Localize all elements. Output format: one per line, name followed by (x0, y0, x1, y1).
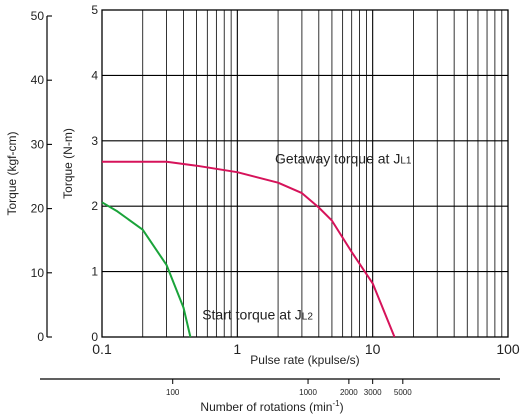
vertical-grid (142, 10, 503, 337)
series-line-getaway (102, 160, 396, 338)
y-tick-nm: 5 (91, 3, 98, 17)
y-tick-kgf: 40 (31, 73, 45, 87)
x-axis-ticks: 0.1 1 10 100 (92, 341, 520, 357)
series-lines (101, 160, 396, 338)
rotation-axis-label-prefix: Number of rotations (min (200, 400, 332, 414)
series-line-start (101, 201, 192, 338)
series-label-getaway: Getaway torque at JL1 (275, 151, 412, 167)
y-axis-nm-ticks: 0 1 2 3 4 5 (91, 3, 98, 344)
y-axis-nm-label: Torque (N-m) (61, 128, 75, 199)
series-label-sub: L1 (400, 156, 412, 167)
horizontal-grid (102, 74, 508, 273)
rotation-axis-label-sup: -1 (332, 399, 340, 408)
y-tick-nm: 0 (91, 330, 98, 344)
y-tick-nm: 1 (91, 265, 98, 279)
series-labels: Getaway torque at JL1 Start torque at JL2 (202, 151, 412, 323)
y-tick-nm: 2 (91, 199, 98, 213)
y-tick-kgf: 50 (31, 9, 45, 23)
y-tick-nm: 4 (91, 68, 98, 82)
series-label-start: Start torque at JL2 (202, 306, 313, 322)
rotation-axis-label: Number of rotations (min-1) (200, 399, 343, 414)
rotation-tick: 3000 (364, 388, 382, 397)
y-tick-kgf: 30 (31, 137, 45, 151)
y-tick-nm: 3 (91, 134, 98, 148)
rotation-tick: 2000 (340, 388, 358, 397)
rotation-tick: 1000 (299, 388, 317, 397)
plot-frame (101, 9, 509, 338)
x-tick: 1 (233, 341, 241, 357)
series-label-main: Start torque at J (202, 306, 302, 322)
x-axis-label: Pulse rate (kpulse/s) (250, 353, 359, 367)
x-tick: 100 (496, 341, 520, 357)
rotation-axis-label-suffix: ) (340, 400, 344, 414)
y-axis-kgf-ticks: 0 10 20 30 40 50 (31, 9, 52, 344)
y-tick-kgf: 20 (31, 202, 45, 216)
y-tick-kgf: 10 (31, 266, 45, 280)
series-label-sub: L2 (302, 311, 314, 322)
x-tick: 0.1 (92, 341, 112, 357)
series-label-main: Getaway torque at J (275, 151, 400, 167)
rotation-tick: 5000 (394, 388, 412, 397)
y-tick-kgf: 0 (37, 330, 44, 344)
rotation-axis-ticks: 100 1000 2000 3000 5000 (166, 379, 412, 397)
y-axis-kgf-label: Torque (kgf-cm) (5, 131, 19, 215)
rotation-tick: 100 (166, 388, 180, 397)
x-tick: 10 (365, 341, 381, 357)
